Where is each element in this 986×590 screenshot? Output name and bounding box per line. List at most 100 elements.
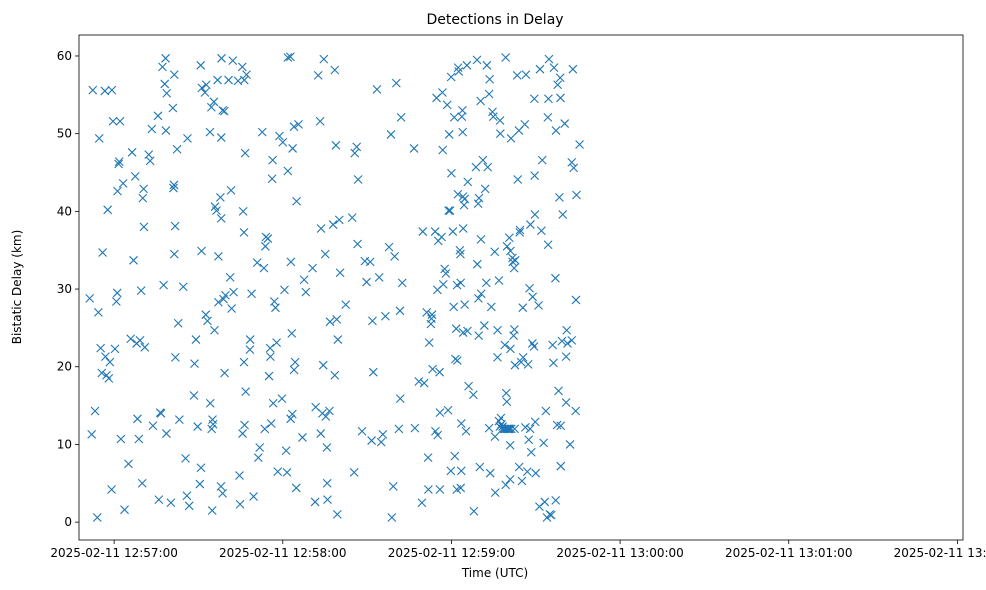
- data-point: [556, 93, 565, 103]
- data-point: [571, 295, 581, 305]
- data-point: [568, 64, 578, 74]
- data-point: [461, 426, 471, 436]
- data-point: [483, 162, 493, 172]
- data-point: [463, 177, 473, 187]
- data-point: [313, 71, 323, 80]
- data-point: [138, 193, 148, 203]
- data-point: [453, 189, 463, 199]
- data-point: [224, 75, 233, 85]
- data-point: [266, 419, 276, 428]
- data-point: [458, 105, 467, 115]
- data-point: [285, 52, 295, 62]
- data-point: [220, 368, 229, 378]
- data-point: [562, 325, 572, 335]
- data-point: [156, 408, 166, 418]
- data-point: [216, 133, 226, 142]
- x-tick-label: 2025-02-11 13:00:00: [556, 546, 683, 560]
- data-point: [227, 304, 237, 313]
- data-point: [162, 88, 172, 98]
- data-point: [130, 172, 140, 181]
- data-point: [268, 398, 278, 408]
- data-point: [388, 482, 398, 491]
- data-point: [424, 338, 434, 348]
- data-point: [197, 246, 206, 256]
- data-point: [506, 133, 516, 143]
- data-point: [503, 424, 513, 434]
- data-point: [85, 293, 95, 303]
- data-point: [291, 483, 301, 493]
- data-point: [294, 119, 303, 129]
- data-point: [558, 210, 568, 219]
- data-point: [458, 127, 468, 137]
- data-point: [482, 60, 492, 70]
- data-point: [549, 358, 558, 368]
- data-point: [226, 185, 236, 195]
- data-point: [435, 367, 445, 377]
- data-point: [447, 168, 456, 178]
- data-point: [200, 88, 210, 97]
- data-point: [529, 94, 539, 104]
- data-point: [238, 429, 247, 438]
- data-point: [423, 453, 433, 463]
- data-point: [471, 162, 481, 172]
- data-point: [134, 434, 144, 444]
- data-point: [460, 194, 470, 204]
- data-point: [478, 155, 488, 165]
- data-point: [330, 370, 340, 380]
- data-point: [506, 424, 516, 434]
- data-point: [384, 242, 394, 252]
- x-tick-label: 2025-02-11 12:59:00: [388, 546, 515, 560]
- data-point: [238, 206, 248, 216]
- data-point: [502, 397, 512, 407]
- data-point: [118, 179, 128, 188]
- data-point: [253, 453, 263, 463]
- data-point: [506, 246, 515, 256]
- data-point: [414, 377, 424, 386]
- data-point: [283, 166, 293, 176]
- data-point: [427, 314, 436, 323]
- data-point: [456, 249, 465, 259]
- data-point: [272, 338, 281, 348]
- data-point: [105, 357, 115, 367]
- data-point: [556, 461, 566, 471]
- data-point: [481, 278, 491, 288]
- data-point: [430, 227, 440, 236]
- data-point: [277, 394, 287, 403]
- data-point: [349, 468, 359, 477]
- data-point: [191, 335, 201, 344]
- data-point: [486, 302, 496, 312]
- data-point: [395, 306, 405, 316]
- data-point: [137, 478, 147, 488]
- data-point: [173, 318, 183, 328]
- data-point: [116, 434, 126, 444]
- data-point: [217, 53, 226, 63]
- data-point: [316, 429, 326, 438]
- data-point: [267, 174, 277, 184]
- data-point: [515, 227, 525, 237]
- data-point: [166, 498, 176, 508]
- data-point: [308, 263, 317, 273]
- data-point: [140, 342, 150, 352]
- data-point: [115, 116, 125, 126]
- data-point: [347, 213, 357, 222]
- data-point: [376, 437, 386, 447]
- data-point: [537, 155, 547, 165]
- data-point: [390, 252, 400, 261]
- y-tick-label: 60: [57, 49, 72, 63]
- data-point: [518, 303, 528, 313]
- data-point: [214, 252, 223, 261]
- data-point: [94, 133, 104, 143]
- data-point: [183, 133, 192, 143]
- data-point: [397, 278, 407, 288]
- data-point: [174, 415, 184, 424]
- data-point: [97, 368, 107, 378]
- data-point: [218, 488, 228, 498]
- data-point: [567, 335, 577, 345]
- data-point: [210, 325, 219, 335]
- data-point: [372, 84, 382, 94]
- data-point: [500, 340, 510, 350]
- data-point: [565, 440, 575, 449]
- data-point: [525, 424, 535, 434]
- data-point: [524, 435, 534, 445]
